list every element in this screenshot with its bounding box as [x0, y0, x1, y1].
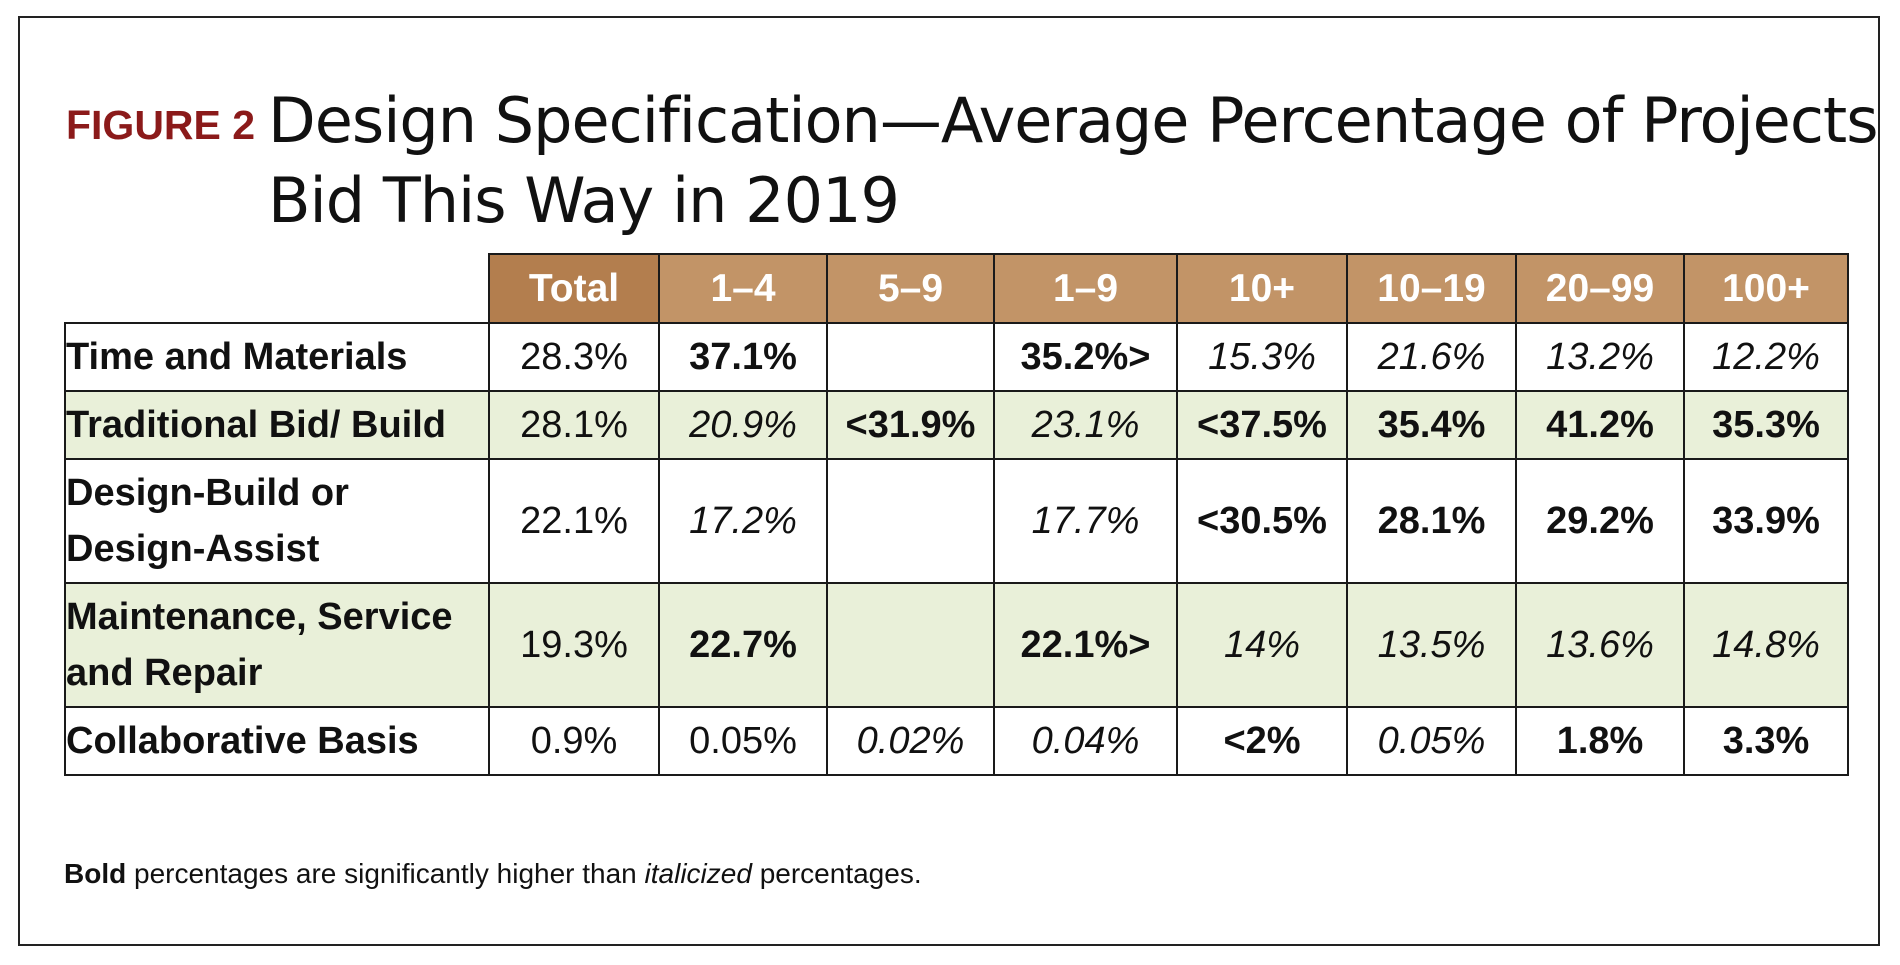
row-label: Collaborative Basis [64, 706, 490, 776]
row-label: Time and Materials [64, 322, 490, 392]
table-cell: 0.05% [1346, 706, 1517, 776]
table-row: Collaborative Basis 0.9% 0.05% 0.02% 0.04% <2… [64, 706, 1849, 776]
column-header: 5–9 [826, 253, 995, 324]
table-cell: 0.9% [488, 706, 660, 776]
row-label: Design-Build or Design-Assist [64, 458, 490, 584]
table-cell: 35.2%> [993, 322, 1178, 392]
table-cell: 41.2% [1515, 390, 1685, 460]
table-cell: 12.2% [1683, 322, 1849, 392]
table-body: Time and Materials 28.3% 37.1% 35.2%> 15.3% 2… [64, 322, 1849, 776]
table-cell: 28.1% [1346, 458, 1517, 584]
column-header: 1–9 [993, 253, 1178, 324]
table-cell: 22.7% [658, 582, 828, 708]
table-cell [826, 458, 995, 584]
footnote-italic-word: italicized [644, 858, 752, 889]
data-table: Total 1–4 5–9 1–9 10+ 10–19 20–99 100+ T… [64, 253, 1849, 776]
table-cell: 14.8% [1683, 582, 1849, 708]
footnote-bold-word: Bold [64, 858, 127, 889]
table-cell: <31.9% [826, 390, 995, 460]
table-cell: 33.9% [1683, 458, 1849, 584]
table-cell: 21.6% [1346, 322, 1517, 392]
footnote-end: percentages. [751, 858, 922, 889]
chart-title-line-2: Bid This Way in 2019 [268, 164, 900, 237]
table-cell: 29.2% [1515, 458, 1685, 584]
table-cell: 37.1% [658, 322, 828, 392]
table-cell [826, 582, 995, 708]
table-row: Time and Materials 28.3% 37.1% 35.2%> 15.3% 2… [64, 322, 1849, 392]
table-cell: 3.3% [1683, 706, 1849, 776]
column-header: 10–19 [1346, 253, 1517, 324]
column-header: 10+ [1176, 253, 1348, 324]
table-cell: 0.05% [658, 706, 828, 776]
column-header: 1–4 [658, 253, 828, 324]
table-cell: 28.3% [488, 322, 660, 392]
table-cell: 22.1% [488, 458, 660, 584]
table-cell: 17.2% [658, 458, 828, 584]
table-cell [826, 322, 995, 392]
table-cell: 20.9% [658, 390, 828, 460]
row-label: Traditional Bid/ Build [64, 390, 490, 460]
table-cell: 13.5% [1346, 582, 1517, 708]
column-header: 100+ [1683, 253, 1849, 324]
table-cell: <30.5% [1176, 458, 1348, 584]
column-header: Total [488, 253, 660, 324]
corner-cell [65, 254, 489, 324]
table-cell: 15.3% [1176, 322, 1348, 392]
table-cell: 28.1% [488, 390, 660, 460]
table-cell: 22.1%> [993, 582, 1178, 708]
table-cell: 13.6% [1515, 582, 1685, 708]
chart-title-line-1: Design Specification—Average Percentage … [268, 84, 1879, 157]
table-cell: 14% [1176, 582, 1348, 708]
table-cell: <2% [1176, 706, 1348, 776]
footnote-middle: percentages are significantly higher tha… [126, 858, 645, 889]
row-label: Maintenance, Service and Repair [64, 582, 490, 708]
table-cell: 1.8% [1515, 706, 1685, 776]
table-row: Maintenance, Service and Repair 19.3% 22.7… [64, 582, 1849, 708]
table-cell: 0.04% [993, 706, 1178, 776]
table-cell: 0.02% [826, 706, 995, 776]
header-row: Total 1–4 5–9 1–9 10+ 10–19 20–99 100+ [65, 253, 1849, 324]
table-row: Design-Build or Design-Assist 22.1% 17.2% 1… [64, 458, 1849, 584]
table-cell: 35.3% [1683, 390, 1849, 460]
table-cell: 13.2% [1515, 322, 1685, 392]
figure-label: FIGURE 2 [66, 102, 256, 148]
table-cell: 17.7% [993, 458, 1178, 584]
column-header: 20–99 [1515, 253, 1685, 324]
footnote: Bold percentages are significantly highe… [64, 858, 922, 890]
table-cell: 23.1% [993, 390, 1178, 460]
table-cell: <37.5% [1176, 390, 1348, 460]
table-cell: 35.4% [1346, 390, 1517, 460]
table-cell: 19.3% [488, 582, 660, 708]
table-row: Traditional Bid/ Build 28.1% 20.9% <31.9% 23… [64, 390, 1849, 460]
